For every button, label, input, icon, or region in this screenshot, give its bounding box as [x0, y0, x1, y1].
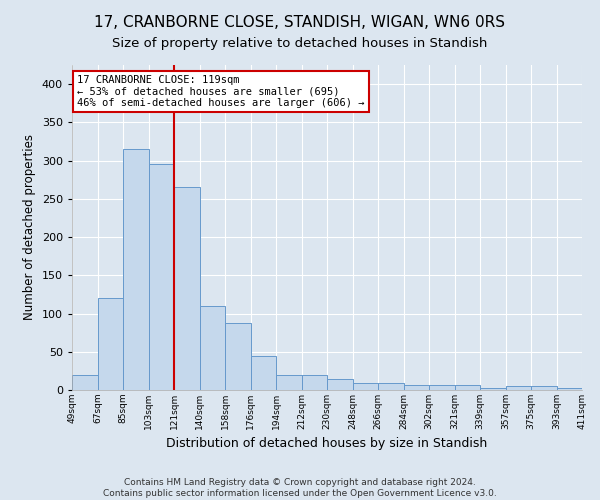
Y-axis label: Number of detached properties: Number of detached properties — [23, 134, 36, 320]
Bar — [174, 188, 199, 390]
Bar — [225, 322, 251, 390]
Text: Contains HM Land Registry data © Crown copyright and database right 2024.
Contai: Contains HM Land Registry data © Crown c… — [103, 478, 497, 498]
Bar — [455, 386, 480, 390]
Bar — [378, 383, 404, 390]
Bar — [327, 378, 353, 390]
Bar — [429, 384, 455, 390]
Bar — [480, 388, 505, 390]
Bar — [251, 356, 276, 390]
X-axis label: Distribution of detached houses by size in Standish: Distribution of detached houses by size … — [166, 438, 488, 450]
Text: 17, CRANBORNE CLOSE, STANDISH, WIGAN, WN6 0RS: 17, CRANBORNE CLOSE, STANDISH, WIGAN, WN… — [95, 15, 505, 30]
Bar — [353, 383, 378, 390]
Bar — [276, 374, 302, 390]
Bar — [557, 388, 582, 390]
Bar — [531, 386, 557, 390]
Bar — [149, 164, 174, 390]
Bar — [97, 298, 123, 390]
Bar — [72, 374, 97, 390]
Text: 17 CRANBORNE CLOSE: 119sqm
← 53% of detached houses are smaller (695)
46% of sem: 17 CRANBORNE CLOSE: 119sqm ← 53% of deta… — [77, 74, 365, 108]
Bar — [123, 149, 149, 390]
Bar — [199, 306, 225, 390]
Bar — [302, 374, 327, 390]
Bar — [404, 384, 429, 390]
Text: Size of property relative to detached houses in Standish: Size of property relative to detached ho… — [112, 38, 488, 51]
Bar — [505, 386, 531, 390]
